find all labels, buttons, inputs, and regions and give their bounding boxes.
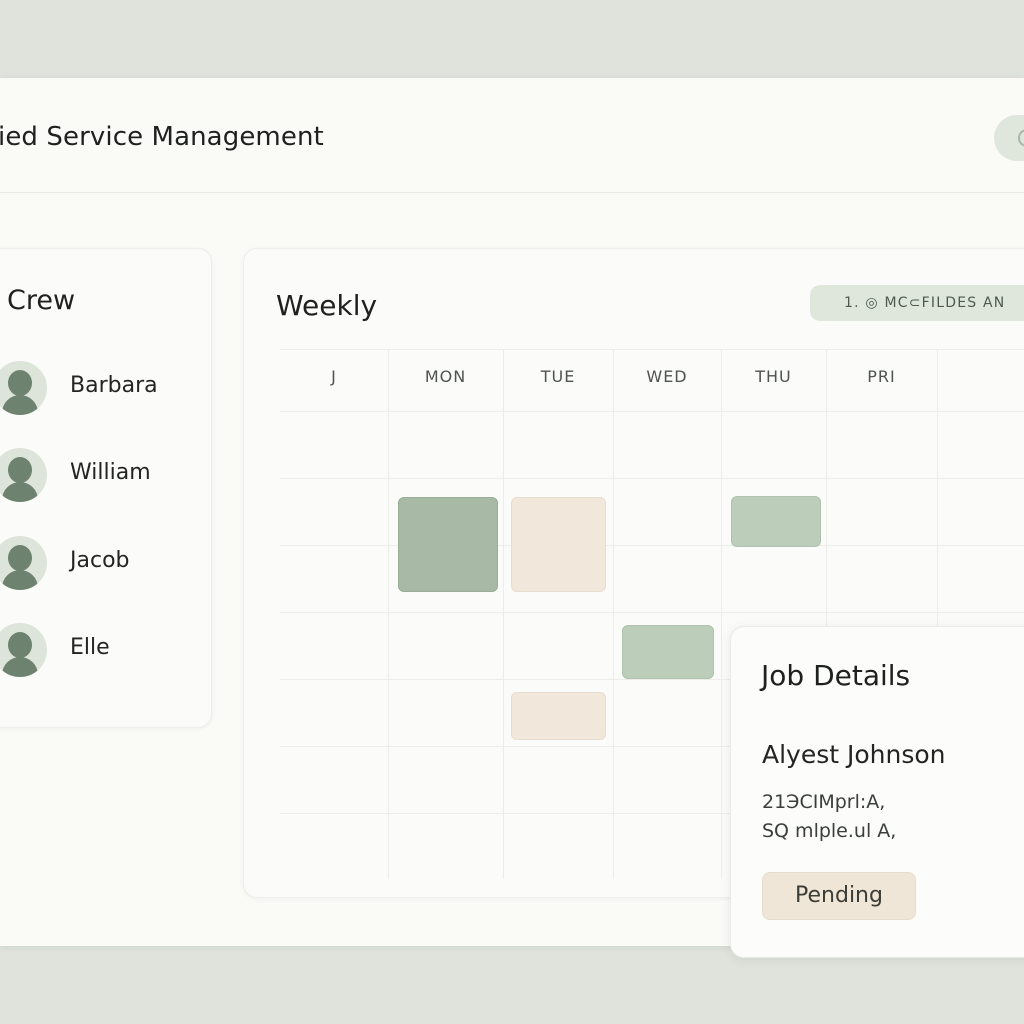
job-address-line-1: 21ЭCIMprl:A, xyxy=(762,791,886,813)
crew-member-name: Elle xyxy=(70,635,110,660)
calendar-grid: J MON TUE WED THU PRI xyxy=(280,349,1024,879)
grid-line xyxy=(280,813,1024,814)
grid-line xyxy=(388,349,389,879)
job-block-wed[interactable] xyxy=(622,625,714,679)
crew-title: Crew xyxy=(7,285,76,316)
app-header: ied Service Management xyxy=(0,78,1024,193)
grid-line xyxy=(937,349,938,879)
grid-line xyxy=(280,545,1024,546)
crew-member-name: William xyxy=(70,460,151,485)
avatar xyxy=(0,361,47,415)
crew-member-name: Jacob xyxy=(70,548,130,573)
job-block-tue[interactable] xyxy=(511,497,606,592)
job-address-line-2: SQ mlple.ul A, xyxy=(762,820,897,842)
job-block-tue-2[interactable] xyxy=(511,692,606,740)
crew-member-william[interactable]: William xyxy=(0,446,211,506)
weekly-title: Weekly xyxy=(276,289,378,322)
grid-line xyxy=(280,478,1024,479)
day-header-col-0: J xyxy=(331,367,337,386)
app-title: ied Service Management xyxy=(0,122,324,152)
day-header-tue: TUE xyxy=(540,367,576,386)
crew-member-name: Barbara xyxy=(70,373,158,398)
job-details-panel: Job Details Alyest Johnson 21ЭCIMprl:A, … xyxy=(730,626,1024,958)
job-details-title: Job Details xyxy=(761,659,911,692)
grid-line xyxy=(721,349,722,879)
avatar xyxy=(0,536,47,590)
job-block-mon[interactable] xyxy=(398,497,498,592)
day-header-mon: MON xyxy=(424,367,467,386)
day-header-fri: PRI xyxy=(867,367,896,386)
grid-line xyxy=(280,746,1024,747)
status-badge[interactable]: Pending xyxy=(762,872,916,920)
week-range-selector[interactable]: 1. ◎ MC⊂FILDES AN xyxy=(810,285,1024,321)
day-header-thu: THU xyxy=(755,367,792,386)
day-header-wed: WED xyxy=(646,367,688,386)
crew-member-elle[interactable]: Elle xyxy=(0,621,211,681)
grid-line xyxy=(280,349,1024,350)
avatar xyxy=(0,448,47,502)
crew-member-jacob[interactable]: Jacob xyxy=(0,534,211,594)
avatar xyxy=(0,623,47,677)
crew-member-barbara[interactable]: Barbara xyxy=(0,359,211,419)
header-action-button[interactable] xyxy=(994,115,1024,161)
grid-line xyxy=(280,411,1024,412)
app-window: ied Service Management Crew Barbara Will… xyxy=(0,78,1024,946)
customer-name: Alyest Johnson xyxy=(762,740,946,769)
grid-line xyxy=(613,349,614,879)
crew-panel: Crew Barbara William Jacob Elle xyxy=(0,248,212,728)
grid-line xyxy=(280,679,1024,680)
grid-line xyxy=(280,612,1024,613)
job-block-thu[interactable] xyxy=(731,496,821,547)
grid-line xyxy=(826,349,827,879)
grid-line xyxy=(503,349,504,879)
